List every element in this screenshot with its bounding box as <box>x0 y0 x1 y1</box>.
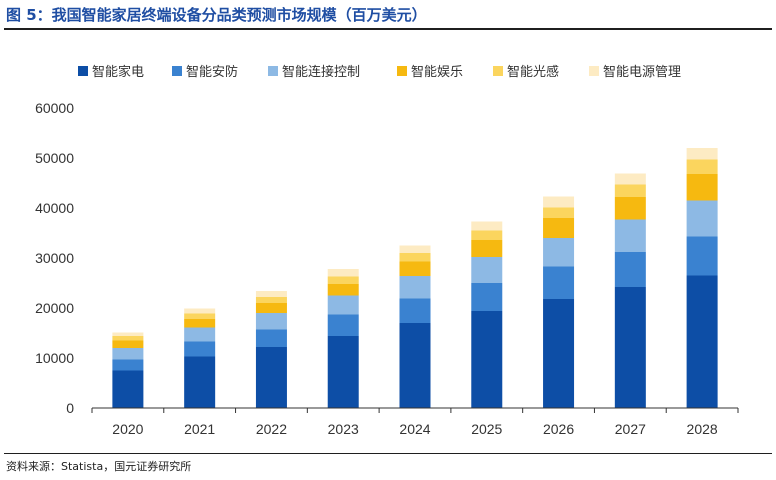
bar-segment <box>614 173 646 185</box>
bar-segment <box>686 159 718 174</box>
legend-label: 智能娱乐 <box>411 65 463 80</box>
legend-label: 智能光感 <box>507 64 559 80</box>
bar-segment <box>686 200 718 237</box>
bar-segment <box>543 238 575 267</box>
x-tick-label: 2024 <box>399 421 430 437</box>
bar-segment <box>686 236 718 276</box>
x-tick-label: 2025 <box>471 421 502 437</box>
x-tick-label: 2028 <box>687 421 718 437</box>
y-tick-label: 10000 <box>35 350 74 366</box>
title-divider <box>4 28 772 30</box>
bar-segment <box>399 323 431 408</box>
bar-segment <box>543 207 575 218</box>
legend-label: 智能安防 <box>186 64 238 80</box>
y-tick-label: 40000 <box>35 200 74 216</box>
bar-segment <box>399 298 431 323</box>
bar-segment <box>255 329 287 347</box>
bar-segment <box>471 283 503 311</box>
bar-segment <box>399 245 431 253</box>
bar-segment <box>255 297 287 303</box>
bar-segment <box>686 174 718 201</box>
y-tick-label: 0 <box>66 400 74 416</box>
bar-segment <box>255 291 287 297</box>
bar-segment <box>543 266 575 299</box>
bar-segment <box>543 218 575 238</box>
bar-segment <box>471 311 503 408</box>
bar-segment <box>471 221 503 231</box>
bar-segment <box>614 252 646 287</box>
bar-segment <box>327 314 359 336</box>
bar-segment <box>327 295 359 315</box>
x-tick-label: 2027 <box>615 421 646 437</box>
bars <box>112 148 718 408</box>
x-tick-label: 2026 <box>543 421 574 437</box>
legend-swatch <box>589 66 599 76</box>
bar-segment <box>112 340 144 348</box>
y-tick-label: 50000 <box>35 150 74 166</box>
y-axis: 0 10000 20000 30000 40000 50000 60000 <box>35 100 74 416</box>
y-tick-label: 20000 <box>35 300 74 316</box>
bar-segment <box>614 197 646 220</box>
footer-divider <box>4 453 772 454</box>
bar-segment <box>327 284 359 296</box>
bar-segment <box>112 332 144 336</box>
bar-segment <box>471 230 503 240</box>
legend-swatch <box>172 66 182 76</box>
bar-segment <box>184 308 216 314</box>
x-tick-label: 2021 <box>184 421 215 437</box>
bar-segment <box>471 240 503 257</box>
bar-segment <box>327 276 359 284</box>
y-tick-label: 30000 <box>35 250 74 266</box>
legend-label: 智能家电 <box>92 64 144 80</box>
bar-segment <box>184 327 216 342</box>
bar-segment <box>184 313 216 319</box>
bar-segment <box>184 356 216 408</box>
legend-swatch <box>268 66 278 76</box>
chart-title: 图 5：我国智能家居终端设备分品类预测市场规模（百万美元） <box>6 6 427 24</box>
bar-segment <box>543 299 575 408</box>
legend-swatch <box>397 66 407 76</box>
bar-segment <box>255 347 287 408</box>
bar-segment <box>184 319 216 328</box>
bar-segment <box>543 196 575 208</box>
x-axis: 2020 2021 2022 2023 2024 2025 2026 2027 2028 <box>91 407 739 437</box>
bar-segment <box>399 253 431 262</box>
bar-segment <box>255 303 287 313</box>
bar-segment <box>112 336 144 341</box>
x-tick-label: 2023 <box>328 421 359 437</box>
bar-segment <box>686 275 718 408</box>
x-tick-label: 2022 <box>256 421 287 437</box>
bar-segment <box>255 313 287 330</box>
legend-swatch <box>493 66 503 76</box>
legend-label: 智能电源管理 <box>603 65 681 80</box>
bar-segment <box>614 287 646 408</box>
bar-segment <box>327 336 359 408</box>
bar-segment <box>112 370 144 408</box>
bar-segment <box>112 359 144 371</box>
bar-segment <box>686 148 718 160</box>
bar-segment <box>614 184 646 197</box>
legend: 智能家电 智能安防 智能连接控制 智能娱乐 智能光感 智能电源管理 <box>78 64 681 80</box>
x-tick-label: 2020 <box>112 421 143 437</box>
bar-segment <box>327 269 359 277</box>
bar-segment <box>399 276 431 299</box>
legend-label: 智能连接控制 <box>282 64 360 80</box>
bar-segment <box>614 219 646 252</box>
bar-segment <box>471 257 503 283</box>
bar-segment <box>399 261 431 276</box>
source-note: 资料来源：Statista，国元证券研究所 <box>6 460 192 473</box>
bar-segment <box>184 341 216 357</box>
legend-swatch <box>78 66 88 76</box>
y-tick-label: 60000 <box>35 100 74 116</box>
bar-segment <box>112 348 144 360</box>
